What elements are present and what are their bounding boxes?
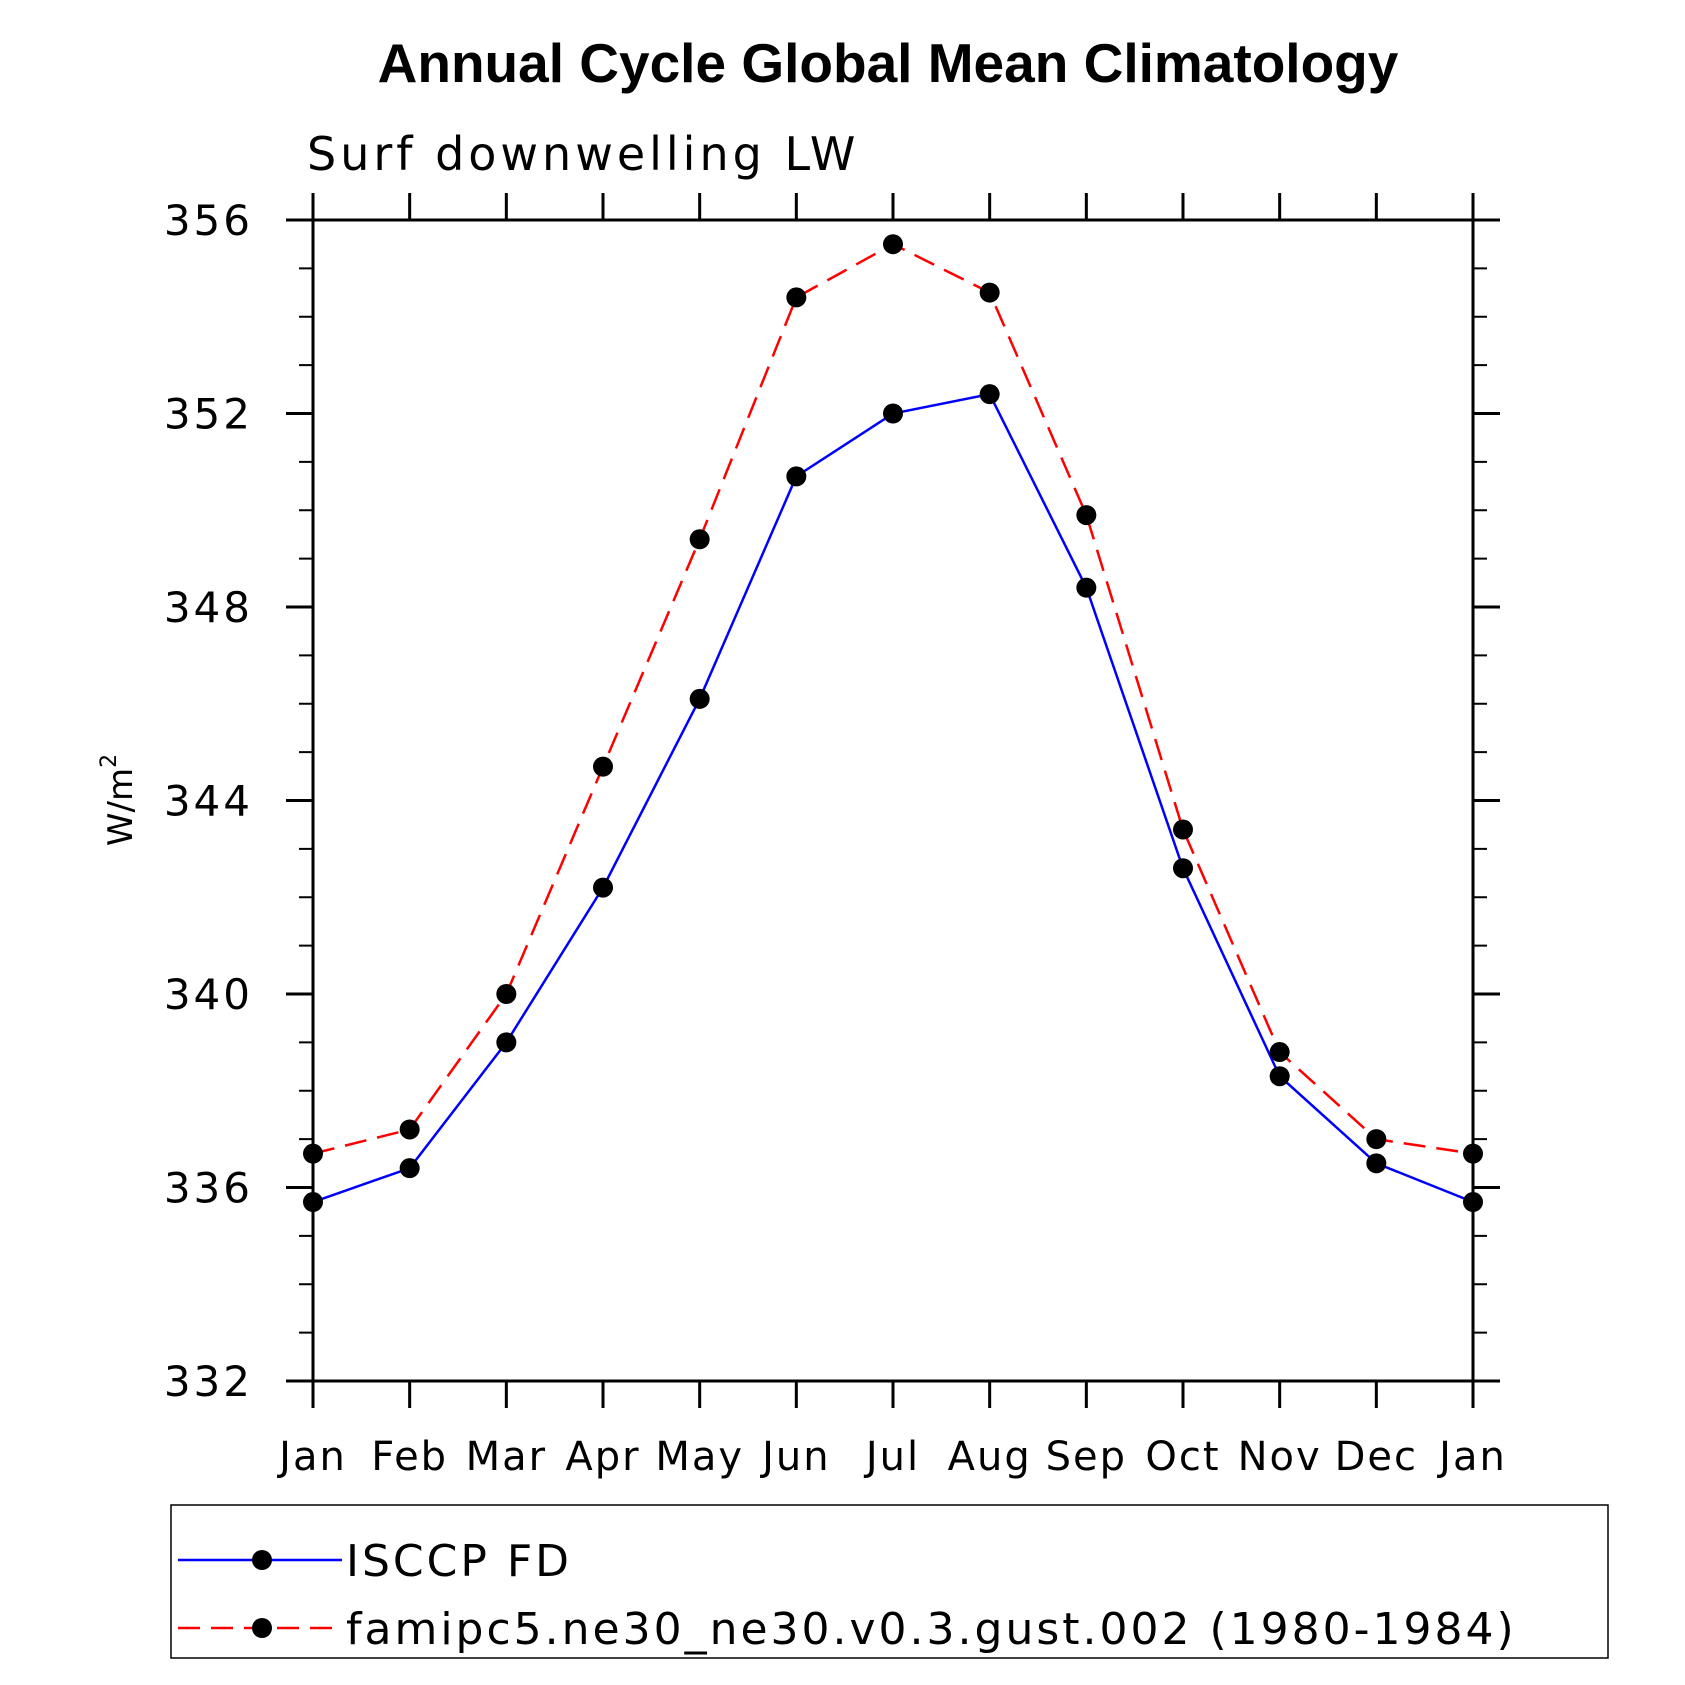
- y-axis-label-text: W/m: [101, 768, 141, 846]
- series-1-point: [399, 1158, 420, 1179]
- y-tick-label: 336: [164, 1164, 253, 1213]
- series-2-point: [399, 1119, 420, 1140]
- y-axis-label-superscript: 2: [97, 754, 122, 768]
- y-tick-label: 356: [164, 196, 253, 245]
- y-tick-label: 340: [164, 970, 253, 1019]
- legend-box: [170, 1504, 1609, 1659]
- series-2-point: [303, 1143, 323, 1164]
- series-1-point: [1463, 1192, 1483, 1213]
- x-tick-label: Aug: [948, 1434, 1032, 1480]
- y-tick-label: 332: [164, 1357, 253, 1406]
- legend-marker-1: [252, 1550, 272, 1570]
- y-tick-label: 352: [164, 390, 253, 439]
- chart-subtitle: Surf downwelling LW: [307, 127, 859, 181]
- x-tick-label: Oct: [1145, 1434, 1220, 1480]
- series-line-1: [312, 392, 1474, 1204]
- x-tick-label: Apr: [565, 1434, 640, 1480]
- series-1-point: [496, 1032, 517, 1053]
- y-tick-label: 344: [164, 777, 253, 826]
- series-2-point: [1269, 1042, 1290, 1063]
- legend: ISCCP FD famipc5.ne30_ne30.v0.3.gust.002 …: [178, 1536, 1517, 1655]
- legend-marker-2: [252, 1618, 272, 1638]
- series-2-point: [689, 529, 710, 550]
- svg-text:W/m2: W/m2: [97, 754, 141, 846]
- x-tick-label: Jun: [759, 1434, 831, 1480]
- plot-axes: Jan Feb Mar Apr May Jun Jul Aug Sep Oct Nov Dec Jan 3…: [164, 193, 1507, 1480]
- series-1-point: [883, 403, 903, 424]
- series-line-2: [312, 242, 1474, 1155]
- series-1-point: [1269, 1066, 1290, 1087]
- x-tick-label: Jan: [1436, 1434, 1507, 1480]
- y-tick-label: 348: [164, 583, 253, 632]
- series-2-point: [1366, 1129, 1387, 1150]
- series-1-point: [593, 877, 613, 898]
- x-tick-label: May: [655, 1434, 744, 1480]
- series-2-point: [1173, 819, 1193, 840]
- x-tick-label: Jul: [863, 1434, 920, 1480]
- series-2-point: [496, 984, 517, 1004]
- x-tick-label: Nov: [1238, 1434, 1322, 1480]
- series-2-point: [786, 287, 807, 308]
- legend-label-2: famipc5.ne30_ne30.v0.3.gust.002 (1980-19…: [346, 1604, 1517, 1655]
- series-2-point: [593, 756, 613, 777]
- series-2-point: [883, 234, 903, 255]
- series-2-point: [1076, 505, 1097, 526]
- x-tick-label: Mar: [466, 1434, 547, 1480]
- series-1-point: [1366, 1153, 1387, 1174]
- plot-series: [303, 234, 1483, 1213]
- series-1-point: [1076, 577, 1097, 598]
- y-axis-label: W/m2: [97, 754, 141, 846]
- series-2-point: [1463, 1143, 1483, 1164]
- x-tick-label: Sep: [1046, 1434, 1127, 1480]
- x-tick-label: Jan: [276, 1434, 347, 1480]
- legend-label-1: ISCCP FD: [346, 1536, 572, 1587]
- series-1-point: [979, 384, 1000, 405]
- series-1-point: [689, 688, 710, 709]
- plot-frame: [311, 218, 1475, 1383]
- series-1-point: [303, 1192, 323, 1213]
- chart-title: Annual Cycle Global Mean Climatology: [378, 32, 1399, 94]
- series-1-point: [1173, 858, 1193, 879]
- x-tick-label: Feb: [371, 1434, 448, 1480]
- series-2-point: [979, 282, 1000, 303]
- series-1-point: [786, 466, 807, 487]
- x-tick-label: Dec: [1335, 1434, 1418, 1480]
